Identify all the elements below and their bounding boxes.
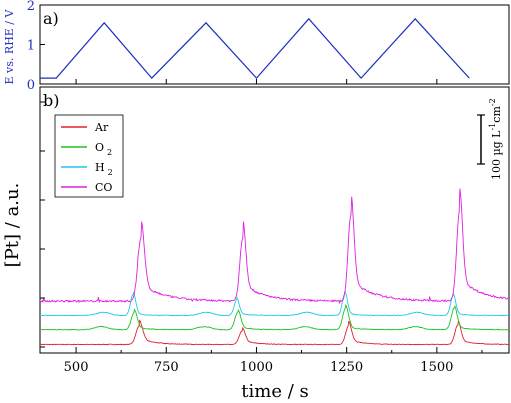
scale-bar-exp2: -2 (488, 98, 497, 106)
panel-a-y-axis-label: E vs. RHE / V (3, 8, 16, 84)
dissolution-lines (39, 188, 510, 346)
legend-name: Ar (94, 121, 109, 134)
legend-frame (54, 114, 124, 198)
panel-a-y-ticks: 0 1 2 (27, 0, 45, 93)
x-tick-label: 750 (154, 360, 179, 375)
legend-name: CO (95, 181, 112, 194)
scale-bar-text: 100 µg L (490, 130, 503, 180)
series-line-o (39, 303, 510, 331)
x-axis-label: time / s (241, 381, 308, 402)
panel-a-y-tick-label: 1 (27, 39, 35, 54)
panel-b-x-ticks: 500 750 1000 1250 1500 (64, 347, 483, 375)
legend-subscript: 2 (108, 168, 113, 177)
panel-b-dissolution: 500 750 1000 1250 1500 b) [Pt] / a.u. time /… (2, 86, 510, 402)
panel-b-y-ticks (40, 101, 45, 348)
scale-bar-label: 100 µg L-1cm-2 (488, 98, 503, 180)
series-line-h (39, 289, 510, 317)
legend-name: O (95, 141, 104, 154)
legend-label-ar: Ar (94, 121, 109, 134)
series-line-ar (39, 319, 510, 346)
series-line-co (39, 188, 510, 305)
x-tick-label: 500 (64, 360, 89, 375)
panel-a-y-tick-label: 0 (27, 78, 35, 93)
legend: ArO 2H 2CO (54, 114, 124, 198)
scale-bar-exp1: -1 (488, 123, 497, 131)
legend-name: H (95, 161, 105, 174)
panel-b-label: b) (43, 91, 59, 110)
panel-a-y-tick-label: 2 (27, 0, 35, 14)
scale-bar: 100 µg L-1cm-2 (477, 98, 503, 180)
panel-b-frame (39, 86, 510, 354)
scale-bar-mid: cm (490, 106, 503, 123)
panel-a-x-ticks (75, 79, 438, 84)
x-tick-label: 1250 (330, 360, 363, 375)
potential-line (40, 17, 470, 79)
panel-b-y-axis-label: [Pt] / a.u. (2, 183, 23, 268)
x-tick-label: 1500 (420, 360, 453, 375)
legend-subscript: 2 (107, 148, 112, 157)
panel-a-label: a) (43, 9, 59, 28)
panel-a-potential: 0 1 2 a) E vs. RHE / V (3, 0, 510, 93)
legend-label-co: CO (95, 181, 112, 194)
x-tick-label: 1000 (240, 360, 273, 375)
